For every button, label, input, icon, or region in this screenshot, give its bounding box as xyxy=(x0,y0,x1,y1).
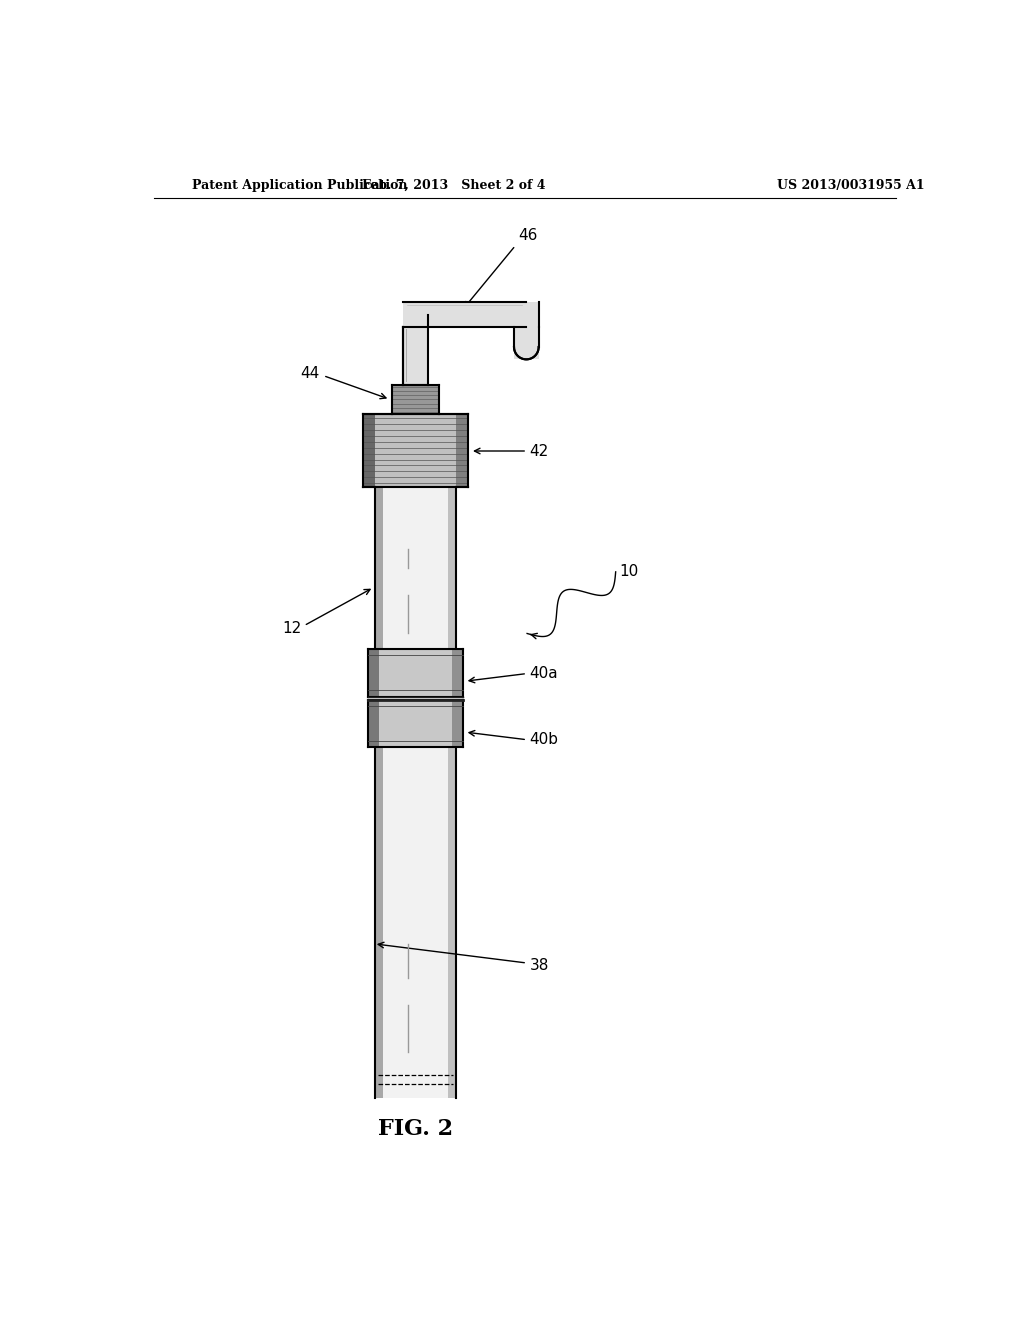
Text: 40a: 40a xyxy=(529,667,558,681)
Bar xyxy=(403,327,428,385)
Text: Feb. 7, 2013   Sheet 2 of 4: Feb. 7, 2013 Sheet 2 of 4 xyxy=(362,178,546,191)
Text: FIG. 2: FIG. 2 xyxy=(378,1118,453,1139)
Bar xyxy=(453,649,463,697)
Bar xyxy=(514,327,539,359)
Bar xyxy=(376,487,383,649)
Bar xyxy=(364,414,376,487)
Text: 10: 10 xyxy=(620,565,639,579)
Text: Patent Application Publication: Patent Application Publication xyxy=(193,178,408,191)
Bar xyxy=(453,700,463,747)
Text: 46: 46 xyxy=(518,228,538,243)
Bar xyxy=(368,649,379,697)
Bar xyxy=(368,700,463,747)
Text: US 2013/0031955 A1: US 2013/0031955 A1 xyxy=(777,178,925,191)
Bar xyxy=(364,414,468,487)
Bar xyxy=(376,747,456,1098)
Bar xyxy=(403,302,539,327)
Bar xyxy=(447,487,456,649)
Text: 40b: 40b xyxy=(529,733,558,747)
Bar xyxy=(447,747,456,1098)
Bar xyxy=(392,385,438,414)
Text: 44: 44 xyxy=(300,366,319,380)
Bar xyxy=(376,487,456,649)
Text: 42: 42 xyxy=(529,444,549,458)
Text: 12: 12 xyxy=(283,620,301,636)
Text: 38: 38 xyxy=(529,958,549,973)
Bar xyxy=(376,747,383,1098)
Bar xyxy=(456,414,468,487)
Bar xyxy=(368,649,463,697)
Polygon shape xyxy=(514,327,539,359)
Bar xyxy=(368,700,379,747)
